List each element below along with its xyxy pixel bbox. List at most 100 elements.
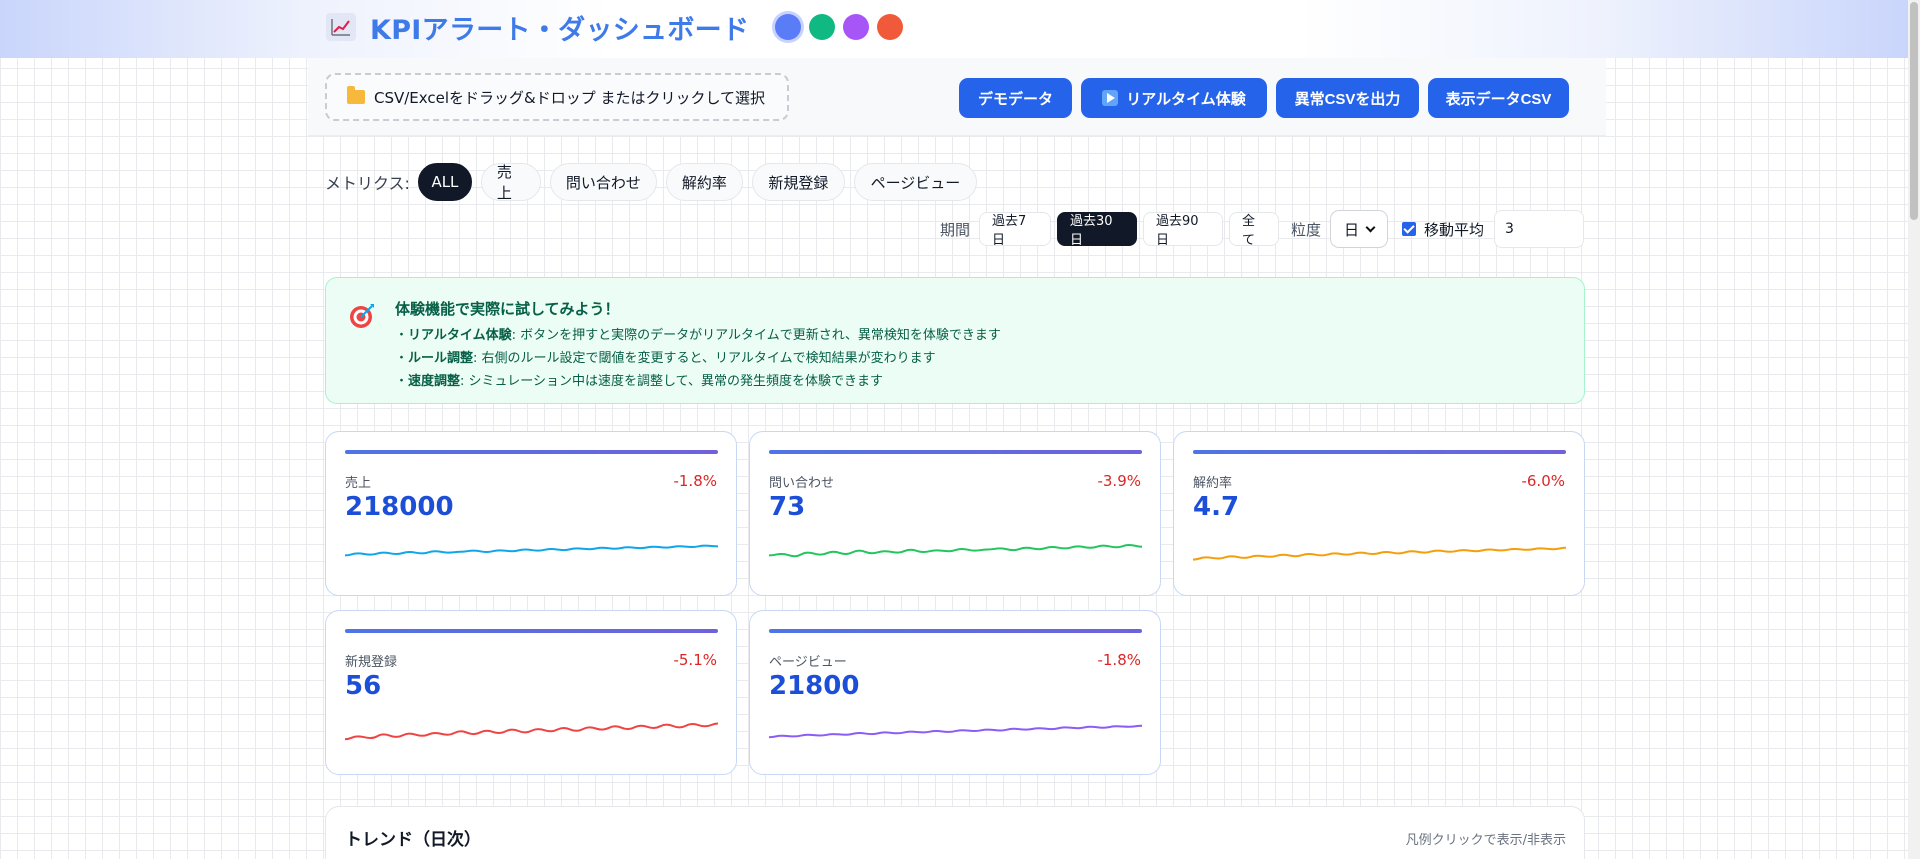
moving-average-window-input[interactable]: 3 [1494, 210, 1584, 248]
metric-pill-pageviews[interactable]: ページビュー [853, 163, 977, 201]
folder-icon [347, 86, 365, 104]
kpi-value: 56 [345, 671, 382, 701]
info-line: ・ルール調整: 右側のルール設定で閾値を変更すると、リアルタイムで検知結果が変わ… [395, 347, 936, 366]
metric-pill-all[interactable]: ALL [417, 163, 472, 201]
theme-dot-blue[interactable] [775, 14, 802, 40]
sparkline-path [345, 544, 718, 557]
sparkline-path [1193, 546, 1566, 561]
kpi-name: 新規登録 [345, 655, 398, 670]
kpi-sparkline [769, 543, 1142, 558]
moving-average-label: 移動平均 [1423, 220, 1484, 239]
play-icon [1102, 90, 1119, 106]
kpi-delta: -1.8% [1097, 651, 1141, 669]
trend-title: トレンド（日次） [345, 830, 481, 850]
kpi-name: 売上 [345, 476, 372, 491]
kpi-delta: -6.0% [1521, 472, 1565, 490]
period-all-button[interactable]: 全て [1228, 212, 1279, 248]
kpi-name: 問い合わせ [769, 476, 835, 491]
action-buttons: デモデータ リアルタイム体験 異常CSVを出力 表示データCSV [959, 78, 1569, 118]
page-scrollbar[interactable] [1908, 0, 1920, 859]
kpi-value: 73 [769, 492, 806, 522]
info-line: ・速度調整: シミュレーション中は速度を調整して、異常の発生頻度を体験できます [395, 370, 883, 389]
period-button-label: 過去30日 [1069, 214, 1113, 248]
kpi-value: 4.7 [1193, 492, 1240, 522]
kpi-delta: -5.1% [673, 651, 717, 669]
period-label: 期間 [939, 220, 970, 239]
info-line-text: : ボタンを押すと実際のデータがリアルタイムで更新され、異常検知を体験できます [511, 328, 1001, 343]
period-filter: 期間 過去7日 過去30日 過去90日 全て 粒度 日 移動平均 3 [940, 210, 1584, 248]
info-line-head: リアルタイム体験 [408, 328, 512, 343]
demo-data-button[interactable]: デモデータ [959, 78, 1072, 118]
info-bullet: ・ [395, 374, 409, 389]
metric-pill-label: 解約率 [681, 173, 727, 192]
info-bullet: ・ [395, 328, 409, 343]
info-title: 体験機能で実際に試してみよう！ [395, 300, 620, 318]
theme-dot-orange[interactable] [877, 14, 904, 40]
trend-panel: トレンド（日次） 凡例クリックで表示/非表示 [325, 806, 1585, 859]
info-bullet: ・ [395, 351, 409, 366]
kpi-name: 解約率 [1193, 476, 1233, 491]
chart-increasing-icon [326, 13, 356, 41]
metric-pill-label: 問い合わせ [565, 173, 641, 192]
info-line-head: 速度調整 [408, 374, 461, 389]
period-button-label: 過去90日 [1155, 214, 1199, 248]
info-panel: 体験機能で実際に試してみよう！ ・リアルタイム体験: ボタンを押すと実際のデータ… [325, 277, 1585, 404]
kpi-card-churn[interactable]: 解約率 -6.0% 4.7 [1173, 431, 1585, 596]
period-button-label: 過去7日 [991, 214, 1027, 248]
page-title: KPIアラート・ダッシュボード [370, 14, 750, 46]
kpi-sparkline [345, 544, 718, 557]
period-7d-button[interactable]: 過去7日 [978, 212, 1051, 248]
kpi-card-pageviews[interactable]: ページビュー -1.8% 21800 [749, 610, 1161, 775]
theme-dot-purple[interactable] [843, 14, 870, 40]
metric-pill-label: 新規登録 [768, 173, 829, 192]
info-line-text: : 右側のルール設定で閾値を変更すると、リアルタイムで検知結果が変わります [473, 351, 936, 366]
kpi-value: 218000 [345, 492, 454, 522]
export-anomaly-label: 異常CSVを出力 [1294, 90, 1401, 108]
realtime-button[interactable]: リアルタイム体験 [1081, 78, 1267, 118]
target-icon [350, 304, 374, 328]
card-accent-bar [769, 450, 1142, 454]
metric-filter-label: メトリクス: [325, 174, 410, 193]
demo-data-label: デモデータ [977, 90, 1053, 108]
kpi-sparkline [1193, 546, 1566, 561]
theme-dot-green[interactable] [809, 14, 836, 40]
header: KPIアラート・ダッシュボード [326, 10, 904, 46]
toolbar: CSV/Excelをドラッグ&ドロップ またはクリックして選択 デモデータ リア… [308, 58, 1606, 136]
theme-switcher [775, 14, 904, 40]
export-anomaly-csv-button[interactable]: 異常CSVを出力 [1276, 78, 1419, 118]
metric-pill-churn[interactable]: 解約率 [665, 163, 743, 201]
card-accent-bar [345, 450, 718, 454]
card-accent-bar [1193, 450, 1566, 454]
card-accent-bar [345, 629, 718, 633]
chevron-down-icon [1365, 222, 1376, 232]
moving-average-window-value: 3 [1505, 221, 1514, 237]
sparkline-path [769, 543, 1142, 558]
info-line-head: ルール調整 [408, 351, 474, 366]
period-30d-button[interactable]: 過去30日 [1056, 212, 1137, 248]
file-dropzone[interactable]: CSV/Excelをドラッグ&ドロップ またはクリックして選択 [325, 73, 789, 121]
kpi-name: ページビュー [769, 655, 847, 670]
export-display-csv-button[interactable]: 表示データCSV [1428, 78, 1569, 118]
period-90d-button[interactable]: 過去90日 [1142, 212, 1223, 248]
kpi-card-signups[interactable]: 新規登録 -5.1% 56 [325, 610, 737, 775]
metric-pill-label: 売上 [496, 163, 512, 202]
kpi-delta: -3.9% [1097, 472, 1141, 490]
info-line-text: : シミュレーション中は速度を調整して、異常の発生頻度を体験できます [460, 374, 883, 389]
moving-average-checkbox[interactable] [1401, 222, 1416, 236]
metric-filter: メトリクス: ALL 売上 問い合わせ 解約率 新規登録 ページビュー [325, 163, 986, 202]
kpi-delta: -1.8% [673, 472, 717, 490]
metric-pill-sales[interactable]: 売上 [480, 163, 541, 202]
dropzone-label: CSV/Excelをドラッグ&ドロップ またはクリックして選択 [374, 88, 766, 107]
info-line: ・リアルタイム体験: ボタンを押すと実際のデータがリアルタイムで更新され、異常検… [395, 324, 1001, 343]
kpi-card-sales[interactable]: 売上 -1.8% 218000 [325, 431, 737, 596]
granularity-value: 日 [1343, 220, 1359, 239]
kpi-card-inquiries[interactable]: 問い合わせ -3.9% 73 [749, 431, 1161, 596]
kpi-value: 21800 [769, 671, 860, 701]
granularity-select[interactable]: 日 [1329, 210, 1388, 248]
sparkline-path [345, 722, 718, 741]
kpi-sparkline [345, 722, 718, 741]
realtime-label: リアルタイム体験 [1126, 90, 1246, 108]
metric-pill-signups[interactable]: 新規登録 [751, 163, 845, 201]
scrollbar-thumb[interactable] [1910, 2, 1918, 220]
metric-pill-inquiries[interactable]: 問い合わせ [549, 163, 657, 201]
